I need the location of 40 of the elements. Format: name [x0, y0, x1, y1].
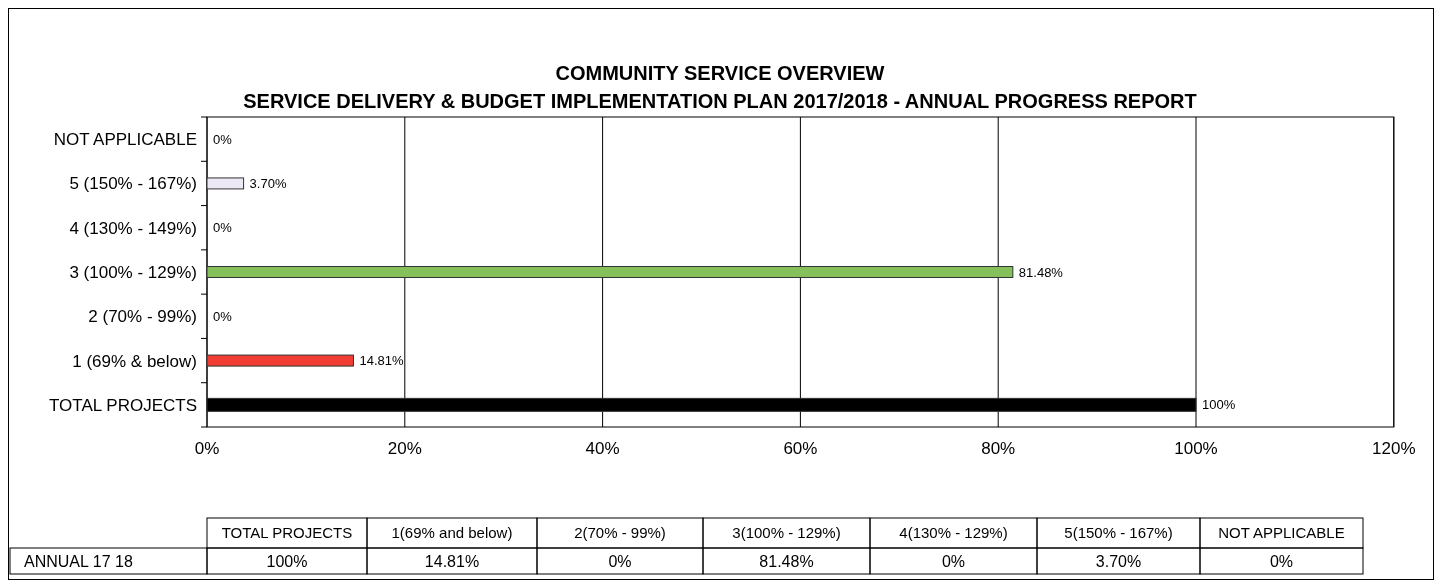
y-tick-label: 4 (130% - 149%) — [69, 218, 197, 238]
data-label: 0% — [213, 131, 233, 147]
x-tick-label: 40% — [585, 439, 620, 458]
text: ANNUAL 17 18 — [24, 552, 133, 570]
x-tick-label: 80% — [981, 439, 1016, 458]
y-tick-label: 3 (100% - 129%) — [69, 262, 197, 282]
text: NOT APPLICABLE — [1218, 524, 1345, 542]
text: 1(69% and below) — [391, 524, 513, 542]
bar — [206, 266, 1014, 278]
x-tick-label: 100% — [1174, 439, 1218, 458]
text: 81.48% — [759, 552, 814, 570]
y-tick-label: TOTAL PROJECTS — [49, 395, 197, 415]
text: 5(150% - 167%) — [1064, 524, 1173, 542]
text: 2(70% - 99%) — [574, 524, 666, 542]
data-label: 14.81% — [359, 353, 404, 369]
text: 100% — [266, 552, 308, 570]
text: 0% — [608, 552, 632, 570]
text: 3(100% - 129%) — [732, 524, 841, 542]
x-tick-label: 0% — [194, 439, 220, 458]
data-label: 100% — [1202, 397, 1236, 413]
text: TOTAL PROJECTS — [221, 524, 353, 542]
y-tick-label: 2 (70% - 99%) — [88, 307, 197, 327]
x-tick-label: 60% — [783, 439, 818, 458]
bar — [206, 354, 354, 367]
data-label: 0% — [213, 220, 233, 236]
text: 0% — [1269, 552, 1294, 570]
text: 0% — [941, 552, 966, 570]
chart-title: COMMUNITY SERVICE OVERVIEW SERVICE DELIVERY & BUDGET IMPLEMENTATION PLAN 2017/2018 - ANNUAL PROGRESS REPORT — [243, 62, 1197, 112]
text: 3.70% — [1095, 552, 1142, 570]
y-tick-label: 1 (69% & below) — [72, 351, 197, 371]
data-label: 0% — [213, 308, 233, 324]
y-tick-label: 5 (150% - 167%) — [69, 174, 197, 194]
x-tick-label: 120% — [1372, 439, 1416, 458]
data-label: 3.70% — [249, 175, 287, 191]
text: 14.81% — [424, 552, 480, 570]
bar — [206, 177, 245, 190]
data-label: 81.48% — [1018, 264, 1064, 280]
text: 4(130% - 129%) — [899, 524, 1008, 542]
x-tick-label: 20% — [387, 439, 422, 458]
y-tick-label: NOT APPLICABLE — [53, 130, 197, 150]
